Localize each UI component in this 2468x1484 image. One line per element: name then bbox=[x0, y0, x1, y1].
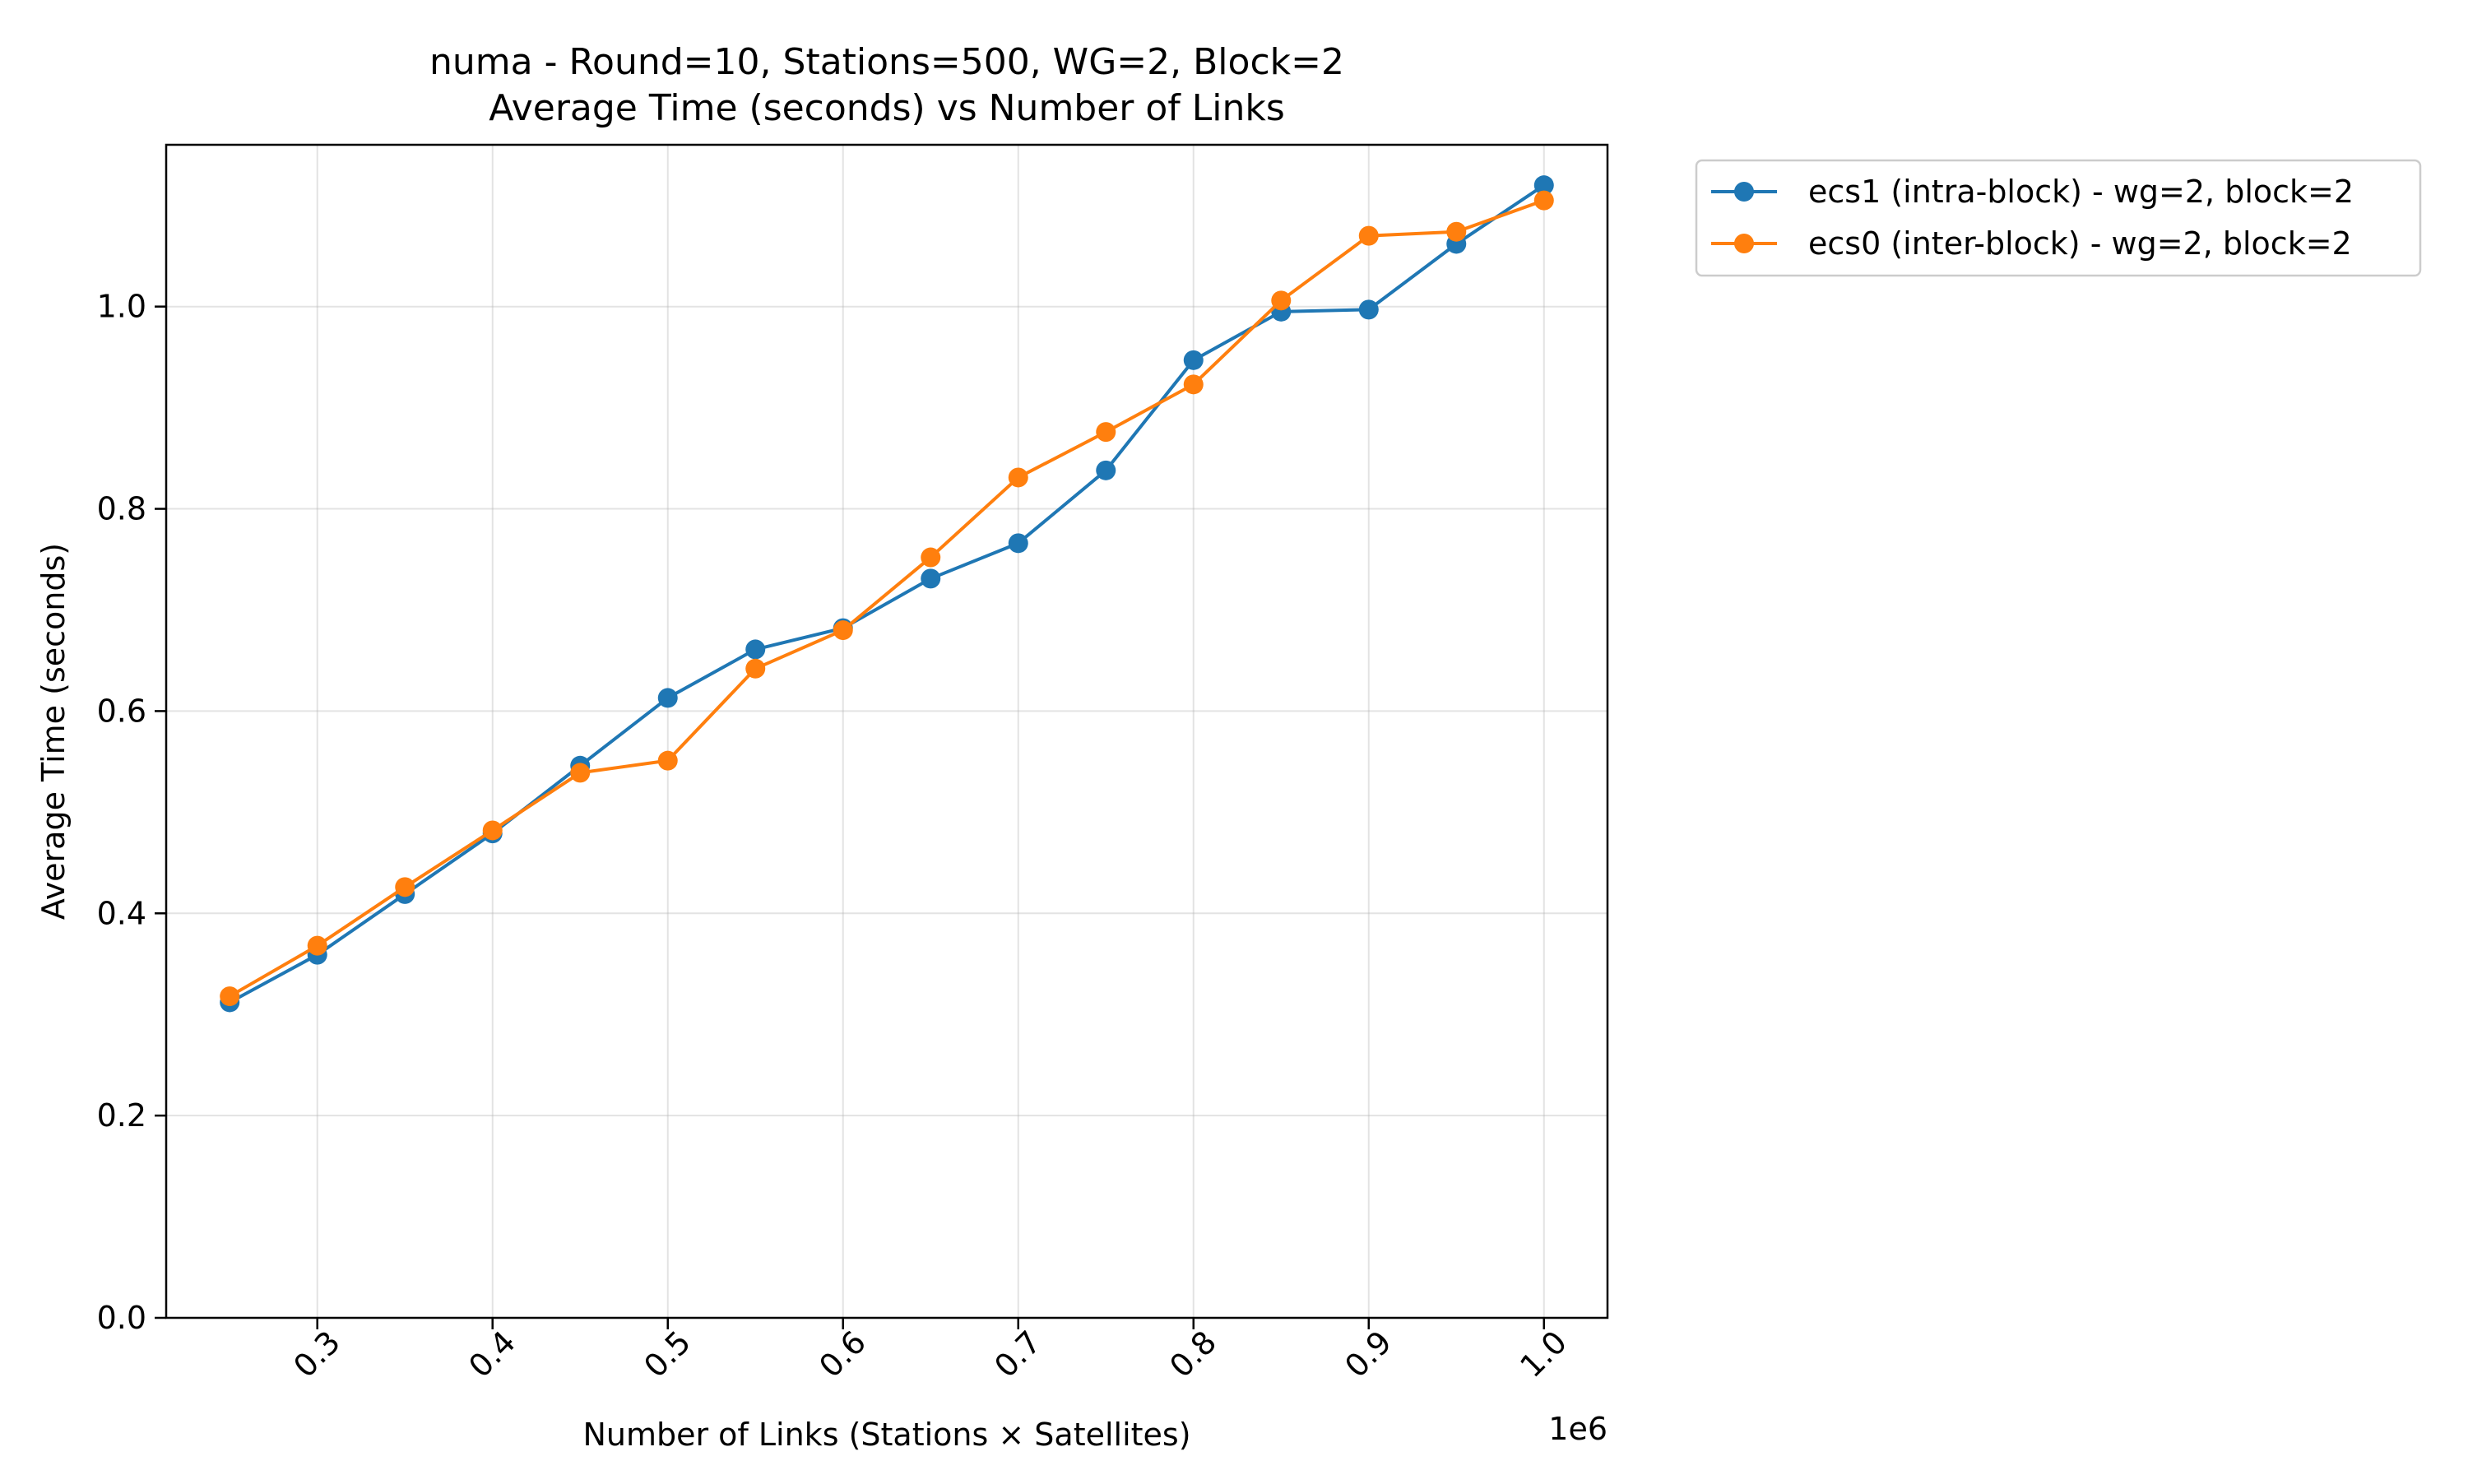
legend-entry-ecs0: ecs0 (inter-block) - wg=2, block=2 bbox=[1808, 225, 2352, 262]
data-point bbox=[1096, 422, 1116, 443]
data-point bbox=[307, 935, 327, 956]
y-axis-ticks: 0.0 0.2 0.4 0.6 0.8 1.0 bbox=[97, 289, 166, 1336]
data-point bbox=[1533, 190, 1554, 211]
data-point bbox=[921, 568, 941, 589]
data-point bbox=[1183, 350, 1204, 370]
series-layer bbox=[220, 175, 1554, 1013]
series-line-0 bbox=[229, 183, 1545, 1004]
y-tick-label: 0.2 bbox=[97, 1097, 146, 1134]
data-point bbox=[1008, 467, 1028, 488]
data-point bbox=[833, 620, 853, 641]
x-axis-offset-label: 1e6 bbox=[1548, 1411, 1607, 1447]
y-tick-label: 0.4 bbox=[97, 895, 146, 931]
data-point bbox=[921, 547, 941, 568]
data-point bbox=[395, 877, 415, 897]
legend-frame bbox=[1695, 159, 2422, 277]
y-tick-label: 0.8 bbox=[97, 491, 146, 527]
data-point bbox=[1358, 225, 1379, 246]
legend-entry-ecs1: ecs1 (intra-block) - wg=2, block=2 bbox=[1808, 174, 2354, 210]
data-point bbox=[657, 750, 678, 771]
legend: ecs1 (intra-block) - wg=2, block=2 ecs0 … bbox=[1695, 159, 2422, 277]
data-point bbox=[1008, 533, 1028, 554]
data-point bbox=[570, 763, 591, 783]
data-point bbox=[657, 688, 678, 708]
data-point bbox=[1446, 221, 1467, 242]
plot-area-frame bbox=[165, 143, 1609, 1319]
series-line-1 bbox=[229, 198, 1545, 998]
data-point bbox=[220, 986, 240, 1007]
y-tick-label: 0.6 bbox=[97, 693, 146, 729]
y-axis-label: Average Time (seconds) bbox=[35, 543, 72, 920]
legend-marker-ecs0 bbox=[1734, 234, 1754, 253]
data-point bbox=[1271, 290, 1292, 311]
legend-marker-ecs1 bbox=[1734, 182, 1754, 202]
y-tick-label: 0.0 bbox=[97, 1300, 146, 1336]
data-point bbox=[745, 639, 766, 660]
chart-title-line-1: numa - Round=10, Stations=500, WG=2, Blo… bbox=[429, 41, 1344, 83]
data-point bbox=[1096, 460, 1116, 480]
data-point bbox=[482, 820, 503, 841]
data-point bbox=[1183, 374, 1204, 395]
chart-title-line-2: Average Time (seconds) vs Number of Link… bbox=[489, 87, 1285, 129]
data-point bbox=[745, 658, 766, 679]
data-point bbox=[1533, 175, 1554, 196]
y-tick-label: 1.0 bbox=[97, 289, 146, 325]
x-axis-label: Number of Links (Stations × Satellites) bbox=[582, 1417, 1190, 1453]
data-point bbox=[1358, 299, 1379, 320]
